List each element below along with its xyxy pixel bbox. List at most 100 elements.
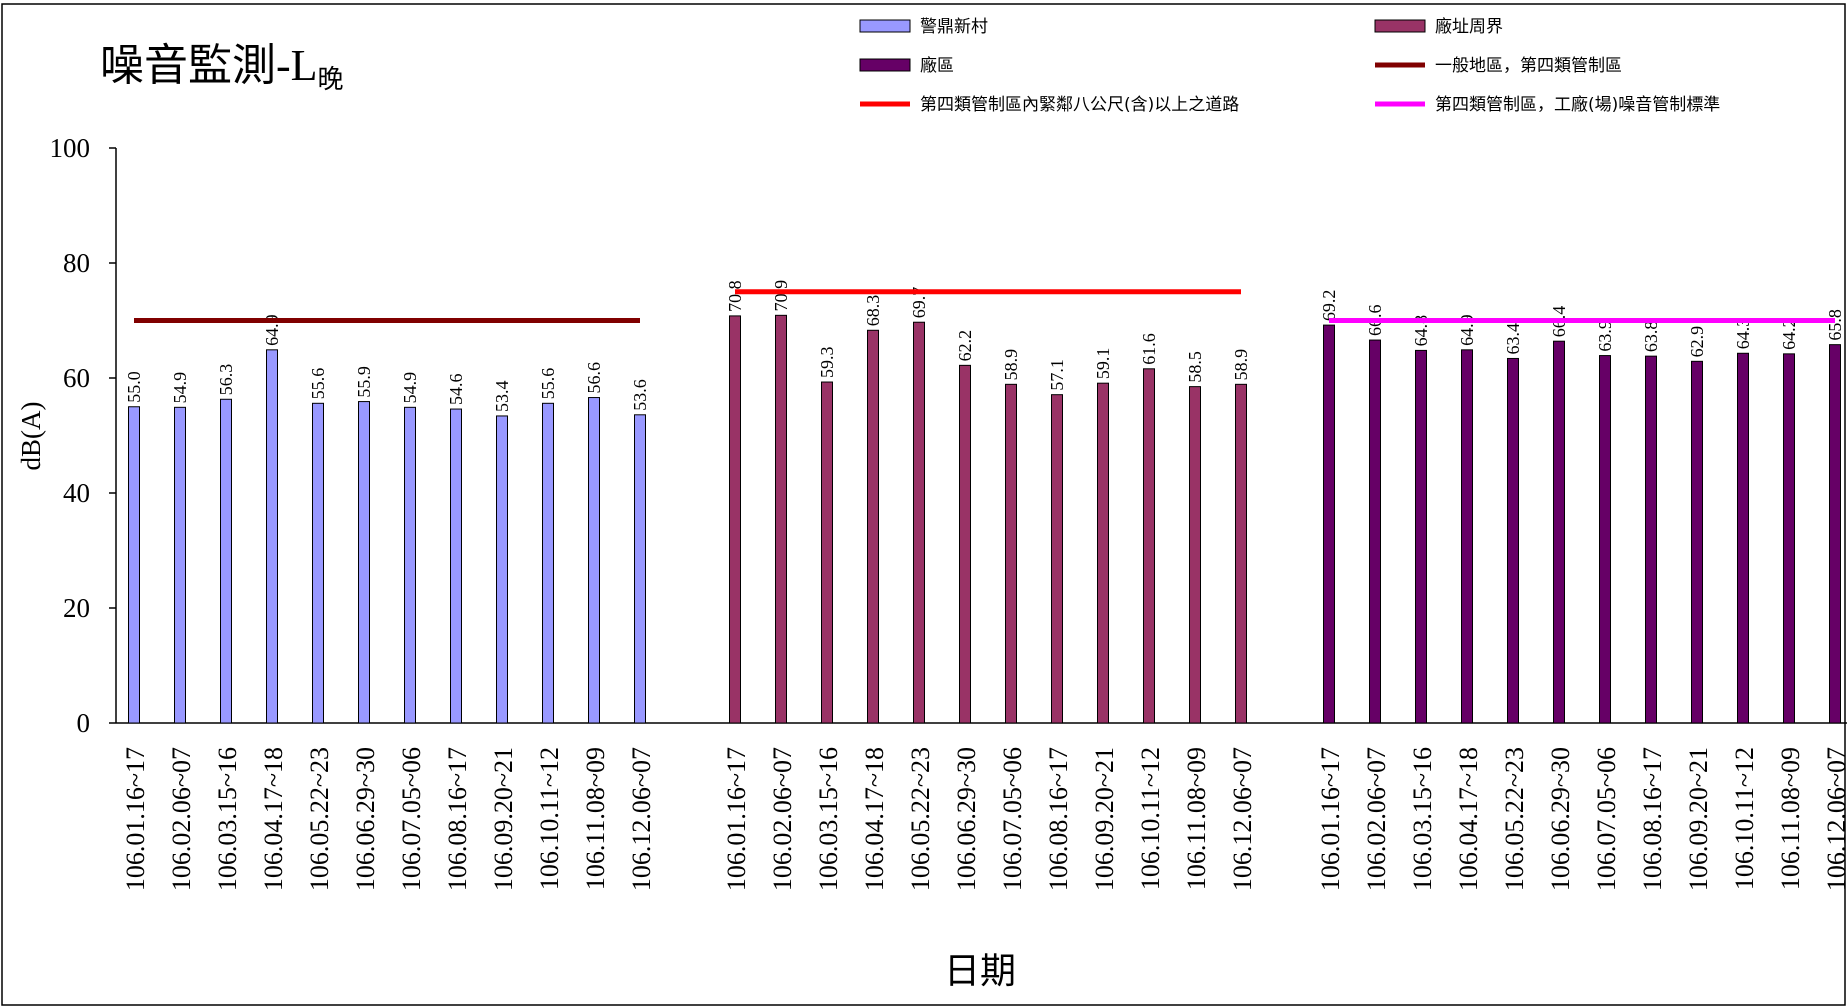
bar-value-label: 56.3	[216, 364, 236, 396]
x-tick-label: 106.08.16~17	[1044, 747, 1073, 891]
y-tick-label: 60	[63, 363, 90, 393]
x-tick-label: 106.08.16~17	[1638, 747, 1667, 891]
bar-value-label: 65.8	[1825, 309, 1845, 341]
chart-title-subscript: 晚	[318, 65, 344, 94]
bar-value-label: 53.6	[630, 379, 650, 411]
bar-2-1	[1369, 339, 1381, 724]
x-tick-label: 106.11.08~09	[1182, 747, 1211, 890]
x-tick-label: 106.05.22~23	[305, 747, 334, 891]
bar-2-6	[1599, 355, 1611, 724]
x-tick-label: 106.01.16~17	[722, 747, 751, 891]
legend-swatch-bar	[1374, 19, 1426, 33]
bar-value-label: 61.6	[1139, 333, 1159, 365]
legend-label: 第四類管制區內緊鄰八公尺(含)以上之道路	[920, 95, 1239, 115]
y-tick-label: 80	[63, 248, 90, 278]
bar-value-label: 54.6	[446, 374, 466, 406]
x-tick-label: 106.04.17~18	[860, 747, 889, 891]
x-tick-label: 106.05.22~23	[906, 747, 935, 891]
bar-value-label: 57.1	[1047, 359, 1067, 391]
y-tick-label: 0	[77, 708, 91, 738]
bar-2-0	[1323, 324, 1335, 724]
x-tick-label: 106.02.06~07	[167, 747, 196, 891]
x-tick-label: 106.06.29~30	[952, 747, 981, 891]
bar-0-5	[358, 401, 370, 724]
x-tick-label: 106.09.20~21	[489, 747, 518, 891]
y-tick-label: 100	[50, 133, 91, 163]
bar-0-7	[450, 408, 462, 724]
x-tick-label: 106.12.06~07	[627, 747, 656, 891]
x-tick-label: 106.06.29~30	[351, 747, 380, 891]
bar-value-label: 54.9	[170, 372, 190, 404]
x-tick-label: 106.03.15~16	[213, 747, 242, 891]
bar-value-label: 58.9	[1001, 349, 1021, 381]
bar-value-label: 68.3	[863, 295, 883, 327]
x-tick-label: 106.10.11~12	[1730, 747, 1759, 890]
bar-value-label: 58.5	[1185, 351, 1205, 383]
x-tick-label: 106.07.05~06	[1592, 747, 1621, 891]
bar-0-11	[634, 414, 646, 724]
bar-0-6	[404, 406, 416, 724]
x-tick-label: 106.11.08~09	[1776, 747, 1805, 890]
x-tick-label: 106.01.16~17	[121, 747, 150, 891]
bar-value-label: 59.1	[1093, 348, 1113, 380]
bar-0-9	[542, 402, 554, 724]
legend-label: 一般地區，第四類管制區	[1435, 56, 1622, 76]
x-tick-label: 106.08.16~17	[443, 747, 472, 891]
legend-label: 廠址周界	[1435, 16, 1503, 37]
bar-value-label: 70.8	[725, 280, 745, 312]
bar-2-3	[1461, 349, 1473, 724]
bar-2-8	[1691, 360, 1703, 724]
bar-1-2	[821, 381, 833, 724]
bar-1-6	[1005, 383, 1017, 724]
x-tick-label: 106.09.20~21	[1090, 747, 1119, 891]
bar-1-10	[1189, 386, 1201, 724]
legend-swatch-bar	[859, 58, 911, 72]
bar-2-7	[1645, 355, 1657, 724]
chart-title: 噪音監測-L晚	[100, 41, 344, 94]
bar-0-1	[174, 406, 186, 724]
bar-2-5	[1553, 340, 1565, 724]
bar-1-4	[913, 321, 925, 724]
bar-value-label: 63.9	[1595, 320, 1615, 352]
bar-0-4	[312, 402, 324, 724]
bar-1-5	[959, 364, 971, 724]
bar-1-1	[775, 314, 787, 724]
x-tick-label: 106.02.06~07	[1362, 747, 1391, 891]
bar-value-label: 55.9	[354, 366, 374, 398]
bar-2-9	[1737, 352, 1749, 724]
bar-0-8	[496, 415, 508, 724]
bar-1-0	[729, 315, 741, 724]
x-tick-label: 106.03.15~16	[1408, 747, 1437, 891]
x-tick-label: 106.02.06~07	[768, 747, 797, 891]
bar-1-9	[1143, 368, 1155, 724]
bar-value-label: 70.9	[771, 280, 791, 312]
x-tick-label: 106.04.17~18	[259, 747, 288, 891]
x-tick-label: 106.05.22~23	[1500, 747, 1529, 891]
bar-value-label: 69.2	[1319, 290, 1339, 322]
chart-title-main: 噪音監測-L	[100, 41, 318, 90]
bar-2-2	[1415, 349, 1427, 724]
bar-value-label: 55.6	[308, 368, 328, 400]
legend-label: 第四類管制區，工廠(場)噪音管制標準	[1435, 94, 1720, 115]
x-tick-label: 106.12.06~07	[1822, 747, 1847, 891]
x-tick-label: 106.10.11~12	[1136, 747, 1165, 890]
bar-0-2	[220, 398, 232, 724]
bar-1-3	[867, 329, 879, 724]
bar-value-label: 64.3	[1733, 318, 1753, 350]
legend-label: 廠區	[920, 55, 954, 76]
bar-value-label: 63.8	[1641, 321, 1661, 353]
bar-2-4	[1507, 357, 1519, 724]
bar-1-7	[1051, 394, 1063, 724]
bar-value-label: 55.0	[124, 371, 144, 403]
bar-value-label: 69.7	[909, 287, 929, 319]
x-tick-label: 106.10.11~12	[535, 747, 564, 890]
bar-0-10	[588, 397, 600, 724]
x-tick-label: 106.09.20~21	[1684, 747, 1713, 891]
bar-value-label: 53.4	[492, 380, 512, 412]
bar-1-11	[1235, 383, 1247, 724]
bar-2-11	[1829, 344, 1841, 724]
bar-value-label: 56.6	[584, 362, 604, 394]
x-tick-label: 106.11.08~09	[581, 747, 610, 890]
